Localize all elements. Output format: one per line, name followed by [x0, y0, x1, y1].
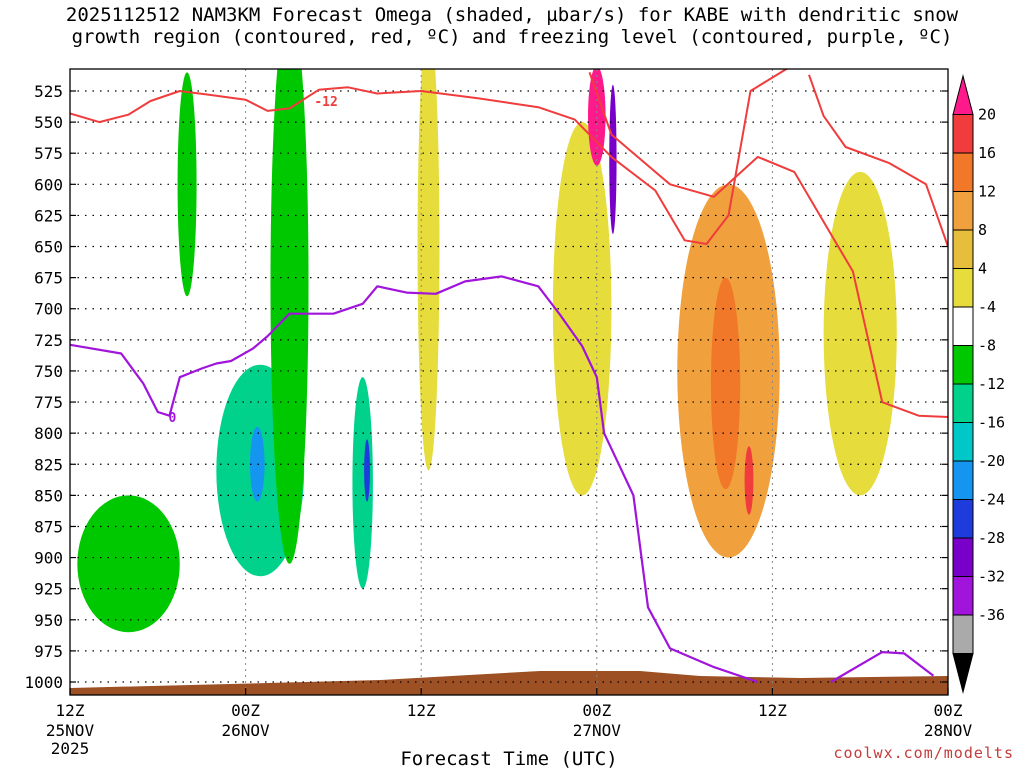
omega-region-6: [364, 439, 370, 502]
x-tick-label-24: 12Z: [407, 701, 436, 720]
colorbar-label-10: -24: [978, 491, 1005, 509]
colorbar-swatch-8: [952, 383, 974, 423]
colorbar-label-5: -4: [978, 298, 996, 316]
x-tick-date-0: 25NOV: [46, 721, 95, 740]
y-tick-label-825: 825: [34, 455, 63, 474]
colorbar-swatch-1: [952, 114, 974, 154]
omega-region-2: [249, 426, 265, 502]
credit-text: coolwx.com/modelts: [833, 744, 1014, 762]
chart-title: 2025112512 NAM3KM Forecast Omega (shaded…: [0, 4, 1024, 48]
omega-region-7: [417, 69, 440, 471]
y-tick-label-550: 550: [34, 113, 63, 132]
y-tick-label-1000: 1000: [24, 673, 63, 692]
colorbar-label-13: -36: [978, 606, 1005, 624]
colorbar-swatch-2: [952, 152, 974, 192]
y-tick-label-575: 575: [34, 144, 63, 163]
omega-region-12: [710, 277, 741, 490]
y-tick-label-925: 925: [34, 580, 63, 599]
omega-region-3: [177, 72, 197, 297]
title-line-2: growth region (contoured, red, ºC) and f…: [71, 26, 953, 48]
omega-region-14: [823, 171, 897, 496]
y-tick-label-875: 875: [34, 517, 63, 536]
y-tick-label-950: 950: [34, 611, 63, 630]
colorbar-label-8: -16: [978, 414, 1005, 432]
colorbar-label-0: 20: [978, 106, 996, 124]
y-tick-label-850: 850: [34, 486, 63, 505]
colorbar-swatch-13: [952, 576, 974, 616]
x-tick-label-36: 00Z: [582, 701, 611, 720]
y-axis-ticks: 525 550 575 600 625 650 675 700 725 750 775 800 825 8…: [24, 82, 948, 692]
x-tick-label-48: 12Z: [758, 701, 787, 720]
y-tick-label-900: 900: [34, 549, 63, 568]
y-tick-label-600: 600: [34, 175, 63, 194]
colorbar: 20 16 12 8 4 -4 -8 -12 -16 -20 -24 -28 -32 -36: [952, 74, 1005, 694]
y-tick-label-775: 775: [34, 393, 63, 412]
colorbar-swatch-7: [952, 345, 974, 385]
omega-region-13: [744, 446, 754, 515]
colorbar-label-7: -12: [978, 375, 1005, 393]
dgz-boundary-contour: [588, 71, 948, 418]
colorbar-swatch-6: [952, 306, 974, 346]
surface-terrain-band: [70, 671, 948, 695]
dgz-minus12-contour-b: [808, 74, 948, 247]
colorbar-swatch-12: [952, 537, 974, 577]
colorbar-swatch-15: [952, 653, 974, 694]
colorbar-swatch-4: [952, 229, 974, 269]
colorbar-swatch-9: [952, 422, 974, 462]
omega-region-8: [552, 122, 612, 496]
y-tick-label-700: 700: [34, 300, 63, 319]
colorbar-label-11: -28: [978, 529, 1005, 547]
y-tick-label-975: 975: [34, 642, 63, 661]
omega-region-5: [352, 377, 373, 589]
contour-label-0: -12: [314, 95, 337, 110]
y-tick-label-675: 675: [34, 269, 63, 288]
colorbar-swatch-10: [952, 460, 974, 500]
y-tick-label-800: 800: [34, 424, 63, 443]
y-tick-label-525: 525: [34, 82, 63, 101]
plot-frame: [69, 68, 949, 696]
colorbar-label-3: 8: [978, 221, 987, 239]
colorbar-label-2: 12: [978, 183, 996, 201]
colorbar-swatch-11: [952, 499, 974, 539]
x-tick-label-12: 00Z: [231, 701, 260, 720]
colorbar-swatch-0: [952, 74, 974, 115]
colorbar-label-6: -8: [978, 337, 996, 355]
colorbar-label-1: 16: [978, 144, 996, 162]
x-tick-label-60: 00Z: [934, 701, 963, 720]
contour-lines: -12 0: [70, 69, 948, 684]
colorbar-label-12: -32: [978, 568, 1005, 586]
x-tick-year-0: 2025: [51, 739, 90, 758]
x-tick-date-60: 28NOV: [924, 721, 973, 740]
y-tick-label-625: 625: [34, 206, 63, 225]
y-tick-label-750: 750: [34, 362, 63, 381]
colorbar-label-9: -20: [978, 452, 1005, 470]
grid-lines: [70, 69, 948, 695]
y-tick-label-650: 650: [34, 238, 63, 257]
freezing-level-contour: [70, 275, 759, 684]
colorbar-label-4: 4: [978, 260, 987, 278]
omega-region-4: [270, 69, 309, 564]
freezing-level-contour-b: [830, 651, 935, 683]
omega-region-0: [77, 495, 180, 633]
x-tick-date-12: 26NOV: [222, 721, 271, 740]
dgz-minus12-contour: [70, 69, 788, 245]
title-line-1: 2025112512 NAM3KM Forecast Omega (shaded…: [65, 4, 959, 26]
x-axis-label: Forecast Time (UTC): [400, 748, 617, 768]
contour-label-1: 0: [169, 411, 177, 426]
omega-shading: [70, 69, 948, 695]
x-tick-date-36: 27NOV: [573, 721, 622, 740]
colorbar-swatch-14: [952, 614, 974, 654]
x-tick-label-0: 12Z: [56, 701, 85, 720]
colorbar-swatch-3: [952, 191, 974, 231]
colorbar-swatch-5: [952, 268, 974, 308]
y-tick-label-725: 725: [34, 331, 63, 350]
